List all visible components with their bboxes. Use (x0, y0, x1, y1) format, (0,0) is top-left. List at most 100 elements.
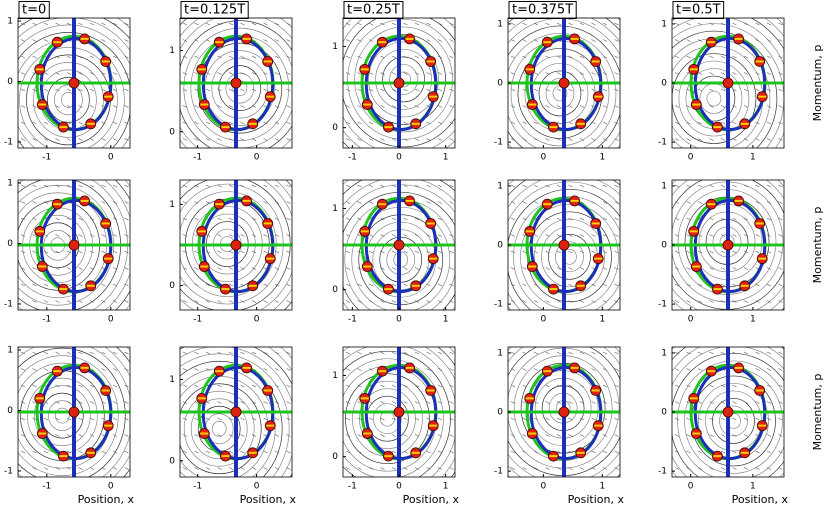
x-tick-label: 1 (443, 482, 449, 492)
flow-arrow (556, 88, 562, 92)
flow-arrow (449, 88, 454, 92)
y-tick-label: -1 (658, 300, 667, 310)
flow-arrow (380, 138, 385, 141)
flow-arrow (228, 450, 234, 454)
flow-arrow (414, 22, 420, 26)
flow-arrow (533, 22, 539, 26)
flow-arrow (602, 283, 608, 287)
flow-arrow (403, 55, 408, 59)
flow-arrow (414, 250, 420, 254)
flow-arrow (112, 300, 118, 303)
flow-arrow (591, 39, 596, 42)
flow-line (366, 395, 409, 442)
flow-arrow (368, 39, 374, 42)
flow-arrow (217, 217, 222, 221)
flow-arrow (697, 351, 703, 355)
flow-arrow (522, 39, 527, 42)
y-tick-label: 0 (169, 456, 175, 466)
flow-arrow (720, 417, 726, 421)
flow-arrow (686, 55, 691, 59)
flow-arrow (274, 300, 280, 303)
flow-arrow (778, 250, 783, 254)
flow-arrow (426, 88, 431, 92)
flow-arrow (194, 55, 199, 59)
flow-arrow (579, 300, 585, 303)
flow-arrow (510, 105, 516, 108)
flow-arrow (426, 450, 431, 454)
flow-arrow (614, 72, 619, 75)
marker (68, 77, 80, 89)
flow-arrow (709, 267, 714, 270)
flow-arrow (449, 22, 454, 26)
flow-arrow (66, 401, 72, 404)
flow-arrow (414, 217, 420, 221)
flow-arrow (686, 234, 691, 237)
flow-arrow (403, 234, 408, 237)
flow-arrow (778, 450, 783, 454)
flow-arrow (380, 467, 385, 470)
flow-arrow (403, 217, 408, 221)
flow-arrow (345, 234, 351, 237)
flow-arrow (391, 434, 397, 437)
flow-arrow (286, 467, 291, 470)
flow-arrow (426, 368, 431, 371)
flow-arrow (55, 434, 60, 437)
flow-arrow (182, 234, 188, 237)
flow-arrow (686, 267, 691, 270)
flow-arrow (591, 283, 596, 287)
y-tick-label: 0 (497, 408, 503, 418)
flow-arrow (357, 121, 362, 125)
flow-arrow (778, 434, 783, 437)
flow-arrow (591, 22, 596, 26)
flow-arrow (743, 467, 749, 470)
flow-arrow (766, 467, 772, 470)
flow-arrow (720, 184, 726, 188)
flow-line (313, 0, 495, 177)
flow-arrow (732, 283, 737, 287)
flow-arrow (124, 201, 129, 204)
flow-arrow (78, 55, 83, 59)
flow-arrow (709, 300, 714, 303)
flow-arrow (286, 217, 291, 221)
flow-arrow (391, 217, 397, 221)
marker (558, 406, 570, 418)
flow-arrow (251, 384, 257, 388)
flow-arrow (32, 217, 37, 221)
flow-line (508, 33, 617, 148)
flow-arrow (766, 234, 772, 237)
flow-arrow (182, 384, 188, 388)
flow-arrow (228, 184, 234, 188)
flow-arrow (78, 283, 83, 287)
flow-arrow (426, 250, 431, 254)
flow-arrow (20, 72, 26, 75)
flow-arrow (522, 184, 527, 188)
y-tick-label: 0 (497, 241, 503, 251)
flow-arrow (55, 105, 60, 108)
flow-arrow (674, 55, 680, 59)
flow-line (218, 65, 262, 112)
flow-arrow (522, 250, 527, 254)
flow-arrow (403, 434, 408, 437)
flow-arrow (66, 22, 72, 26)
flow-arrow (32, 39, 37, 42)
flow-arrow (720, 234, 726, 237)
flow-arrow (720, 401, 726, 404)
flow-line (180, 347, 292, 477)
flow-arrow (686, 201, 691, 204)
flow-arrow (240, 267, 245, 270)
flow-arrow (286, 55, 291, 59)
flow-arrow (743, 351, 749, 355)
flow-arrow (194, 300, 199, 303)
flow-arrow (228, 250, 234, 254)
x-tick-label: 0 (396, 153, 402, 163)
x-tick-label: 0 (254, 153, 260, 163)
flow-arrow (545, 105, 550, 108)
flow-line (672, 347, 675, 350)
flow-arrow (101, 368, 106, 371)
flow-arrow (732, 217, 737, 221)
flow-arrow (240, 234, 245, 237)
flow-arrow (743, 300, 749, 303)
flow-arrow (32, 184, 37, 188)
flow-arrow (194, 138, 199, 141)
flow-arrow (182, 417, 188, 421)
